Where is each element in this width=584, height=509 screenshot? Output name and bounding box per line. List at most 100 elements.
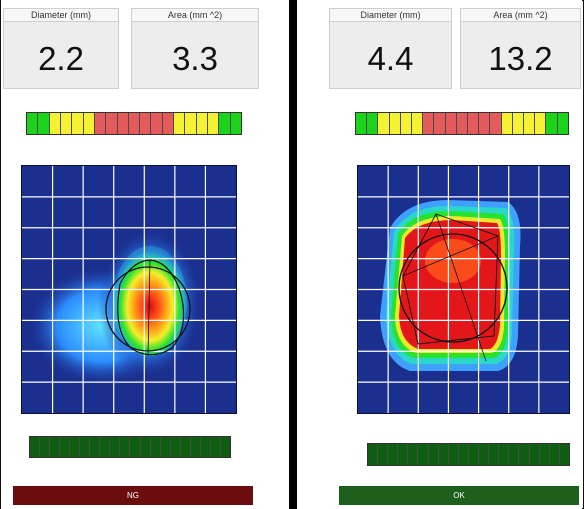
bottom-segment <box>509 444 519 465</box>
bottom-segment <box>549 444 559 465</box>
left-panel: Diameter (mm) 2.2 Area (mm ^2) 3.3 <box>1 0 289 509</box>
panel-divider <box>289 0 297 509</box>
quality-segment <box>151 113 162 134</box>
right-area-label: Area (mm ^2) <box>461 9 580 22</box>
bottom-segment <box>489 444 499 465</box>
bottom-segment <box>519 444 529 465</box>
quality-segment <box>38 113 49 134</box>
quality-segment <box>49 113 60 134</box>
bottom-segment <box>50 437 60 457</box>
bottom-segment <box>539 444 549 465</box>
left-bottom-bar <box>29 436 231 458</box>
bottom-segment <box>90 437 100 457</box>
right-diameter-value: 4.4 <box>367 40 414 77</box>
quality-segment <box>174 113 185 134</box>
right-fit-circle <box>398 233 508 343</box>
right-status-bar: OK <box>339 486 579 505</box>
bottom-segment <box>468 444 479 465</box>
bottom-segment <box>80 437 90 457</box>
bottom-segment <box>120 437 130 457</box>
bottom-segment <box>150 437 160 457</box>
bottom-segment <box>160 437 170 457</box>
quality-segment <box>162 113 174 134</box>
right-diameter-label: Diameter (mm) <box>330 9 451 22</box>
left-diameter-value: 2.2 <box>38 40 84 77</box>
bottom-segment <box>130 437 140 457</box>
quality-segment <box>72 113 83 134</box>
left-grid <box>22 166 236 413</box>
bottom-segment <box>408 444 418 465</box>
quality-segment <box>400 113 412 134</box>
bottom-segment <box>448 444 458 465</box>
quality-segment <box>445 113 456 134</box>
left-heatmap <box>21 165 237 414</box>
bottom-segment <box>140 437 150 457</box>
bottom-segment <box>458 444 468 465</box>
bottom-segment <box>220 437 230 457</box>
quality-segment <box>535 113 546 134</box>
bottom-segment <box>388 444 398 465</box>
bottom-segment <box>479 444 489 465</box>
bottom-segment <box>398 444 408 465</box>
quality-segment <box>501 113 512 134</box>
right-heat-spot <box>425 239 481 283</box>
quality-segment <box>490 113 501 134</box>
right-axis-line <box>435 213 487 362</box>
quality-segment <box>27 113 38 134</box>
quality-segment <box>208 113 219 134</box>
bottom-segment <box>210 437 220 457</box>
left-area-label: Area (mm ^2) <box>132 9 258 22</box>
left-quality-bar <box>26 112 242 135</box>
right-diameter-box: Diameter (mm) 4.4 <box>329 8 452 89</box>
bottom-segment <box>428 444 438 465</box>
bottom-segment <box>40 437 50 457</box>
quality-segment <box>117 113 128 134</box>
bottom-segment <box>70 437 80 457</box>
left-contour <box>117 259 185 356</box>
left-axis-line <box>147 259 151 357</box>
left-heat-core <box>113 246 187 356</box>
quality-segment <box>106 113 117 134</box>
bottom-segment <box>110 437 120 457</box>
quality-segment <box>378 113 389 134</box>
bottom-segment <box>438 444 448 465</box>
right-bottom-bar <box>367 443 570 466</box>
quality-segment <box>512 113 524 134</box>
quality-segment <box>83 113 94 134</box>
bottom-segment <box>499 444 509 465</box>
left-status-bar: NG <box>13 486 253 505</box>
quality-segment <box>456 113 468 134</box>
left-area-box: Area (mm ^2) 3.3 <box>131 8 259 89</box>
bottom-segment <box>190 437 200 457</box>
quality-segment <box>219 113 230 134</box>
quality-segment <box>412 113 423 134</box>
quality-segment <box>94 113 106 134</box>
bottom-segment <box>60 437 70 457</box>
right-area-box: Area (mm ^2) 13.2 <box>460 8 581 89</box>
left-area-value: 3.3 <box>172 40 218 77</box>
quality-segment <box>524 113 535 134</box>
right-status-label: OK <box>453 491 465 500</box>
quality-segment <box>128 113 140 134</box>
quality-segment <box>60 113 72 134</box>
bottom-segment <box>170 437 180 457</box>
bottom-segment <box>200 437 210 457</box>
quality-segment <box>230 113 241 134</box>
quality-segment <box>546 113 557 134</box>
quality-segment <box>367 113 378 134</box>
quality-segment <box>434 113 445 134</box>
left-diameter-label: Diameter (mm) <box>4 9 118 22</box>
right-axis-line-2 <box>402 235 499 277</box>
right-panel: Diameter (mm) 4.4 Area (mm ^2) 13.2 OK <box>297 0 582 509</box>
quality-segment <box>196 113 207 134</box>
right-heatmap <box>357 165 570 414</box>
quality-segment <box>356 113 367 134</box>
bottom-segment <box>559 444 569 465</box>
quality-segment <box>185 113 196 134</box>
quality-segment <box>557 113 568 134</box>
bottom-segment <box>378 444 388 465</box>
right-area-value: 13.2 <box>488 40 553 77</box>
quality-segment <box>140 113 151 134</box>
quality-segment <box>468 113 479 134</box>
bottom-segment <box>100 437 110 457</box>
